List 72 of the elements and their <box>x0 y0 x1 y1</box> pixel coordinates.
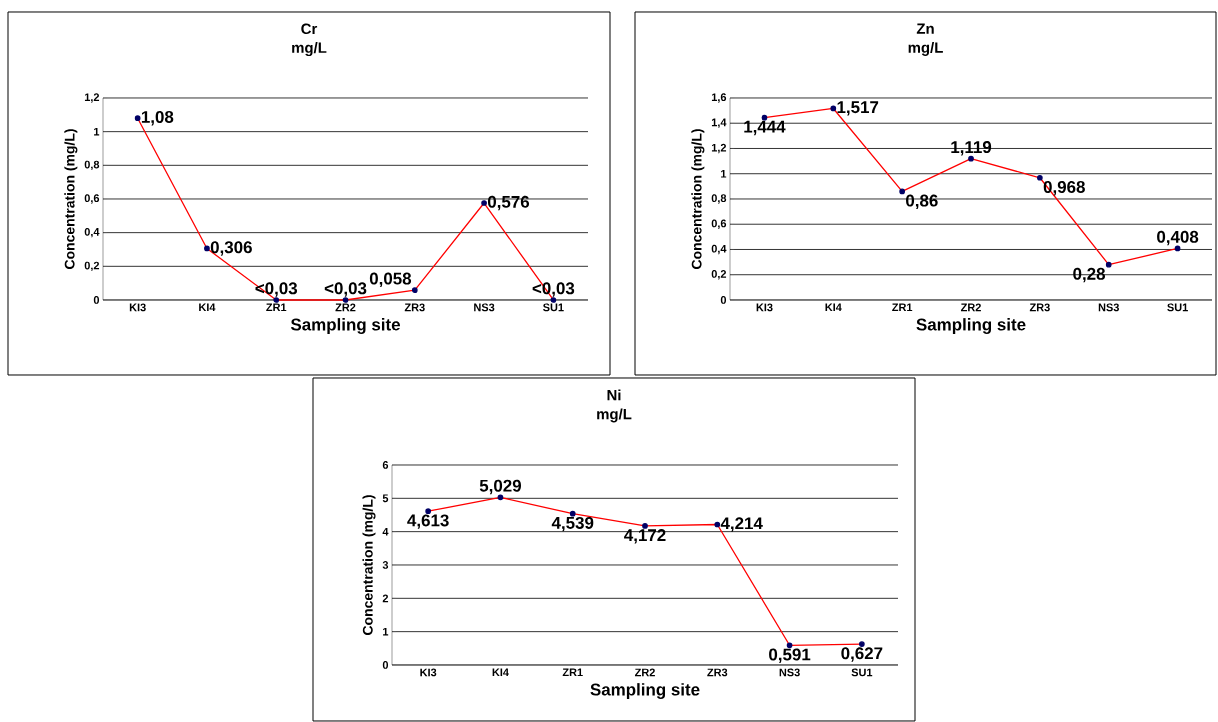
data-label: 0,86 <box>906 194 938 210</box>
x-axis-title: Sampling site <box>916 318 1026 334</box>
y-tick-label: 6 <box>382 461 389 469</box>
x-tick-label: KI3 <box>129 303 146 312</box>
y-axis-title: Concentration (mg/L) <box>691 129 705 269</box>
x-axis-title: Sampling site <box>290 318 400 334</box>
x-tick-label: ZR2 <box>634 668 655 677</box>
data-label: 4,172 <box>624 529 666 544</box>
y-tick-label: 3 <box>382 561 389 569</box>
x-tick-label: ZR1 <box>266 303 287 312</box>
x-tick-label: ZR2 <box>335 303 356 312</box>
x-tick-label: SU1 <box>543 303 564 312</box>
x-tick-label: NS3 <box>1098 303 1119 312</box>
x-tick-label: KI4 <box>492 668 509 677</box>
x-tick-label: KI3 <box>420 668 437 677</box>
y-tick-label: 1,6 <box>711 93 727 103</box>
y-tick-label: 1 <box>94 127 100 136</box>
data-label: 4,613 <box>407 514 449 529</box>
chart-subtitle: mg/L <box>908 41 943 56</box>
chart-title: Cr <box>301 23 318 35</box>
x-tick-label: ZR3 <box>404 303 425 312</box>
x-tick-label: NS3 <box>474 303 495 312</box>
data-label: 0,576 <box>487 195 530 211</box>
y-tick-label: 0,4 <box>711 244 727 255</box>
data-label: 1,08 <box>141 110 174 126</box>
y-axis-title: Concentration (mg/L) <box>64 129 78 269</box>
data-label: 4,539 <box>551 516 594 532</box>
chart-title: Ni <box>607 389 621 401</box>
data-label: 0,306 <box>210 241 252 256</box>
y-tick-label: 0,8 <box>84 160 100 170</box>
chart-subtitle: mg/L <box>292 42 327 57</box>
x-tick-label: ZR1 <box>892 303 913 312</box>
chart-subtitle: mg/L <box>597 408 632 423</box>
data-label: 5,029 <box>479 479 521 495</box>
data-label: <0,03 <box>324 282 367 297</box>
y-tick-label: 0 <box>93 296 100 304</box>
x-tick-label: ZR1 <box>562 668 583 677</box>
y-tick-label: 1 <box>721 169 727 178</box>
x-tick-label: ZR2 <box>960 303 981 312</box>
data-label: 0,058 <box>369 272 412 288</box>
x-tick-label: KI4 <box>199 303 216 312</box>
y-tick-label: 5 <box>382 494 389 503</box>
data-label: 4,214 <box>720 517 763 532</box>
y-tick-label: 1,2 <box>711 143 727 154</box>
data-label: 0,408 <box>1157 230 1199 246</box>
x-tick-label: KI4 <box>825 303 842 312</box>
y-tick-label: 0,2 <box>711 270 727 280</box>
x-tick-label: KI3 <box>756 303 773 312</box>
y-tick-label: 4 <box>382 527 389 536</box>
y-axis-title: Concentration (mg/L) <box>362 495 376 635</box>
y-tick-label: 0,4 <box>84 227 100 238</box>
x-tick-label: SU1 <box>851 668 873 677</box>
chart-title: Zn <box>916 23 934 34</box>
data-label: 0,627 <box>841 647 883 662</box>
y-tick-label: 1,4 <box>711 118 727 128</box>
x-axis-title: Sampling site <box>590 683 700 699</box>
x-tick-label: ZR3 <box>1029 303 1050 312</box>
x-tick-label: ZR3 <box>707 668 728 677</box>
y-tick-label: 0,6 <box>711 219 727 229</box>
data-label: 1,444 <box>744 120 786 136</box>
y-tick-label: 0,8 <box>711 194 727 204</box>
y-tick-label: 1 <box>383 627 389 636</box>
y-tick-label: 2 <box>382 594 389 603</box>
data-label: 0,591 <box>769 648 811 663</box>
x-tick-label: SU1 <box>1167 303 1188 312</box>
y-tick-label: 0 <box>720 296 727 304</box>
y-tick-label: 1,2 <box>84 93 100 103</box>
y-tick-label: 0,2 <box>84 261 100 271</box>
y-tick-label: 0,6 <box>84 194 100 204</box>
y-tick-label: 0 <box>382 661 389 669</box>
data-label: 1,517 <box>837 101 879 116</box>
x-tick-label: NS3 <box>779 668 800 677</box>
